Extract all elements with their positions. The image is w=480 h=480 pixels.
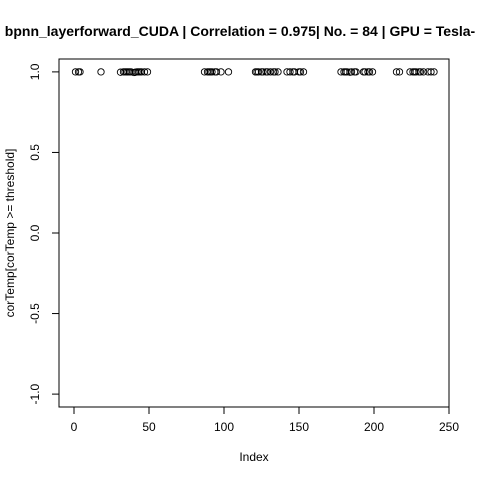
data-point xyxy=(361,68,369,76)
data-point xyxy=(347,68,356,76)
data-points xyxy=(71,68,438,77)
data-point xyxy=(419,68,428,76)
data-point xyxy=(271,68,279,76)
data-point xyxy=(430,68,438,76)
data-point xyxy=(299,68,308,76)
x-tick-label: 0 xyxy=(71,420,78,434)
data-point xyxy=(286,68,294,76)
data-point xyxy=(254,68,263,76)
data-point xyxy=(71,68,80,76)
x-tick-label: 150 xyxy=(289,420,309,434)
data-point xyxy=(97,68,105,76)
data-point xyxy=(143,68,152,76)
data-point xyxy=(76,68,84,76)
y-tick-label: -1.0 xyxy=(28,383,42,404)
data-point xyxy=(395,68,404,76)
x-tick-label: 50 xyxy=(142,420,156,434)
x-axis-label: Index xyxy=(239,450,268,464)
data-point xyxy=(274,68,282,76)
data-point xyxy=(392,68,401,76)
data-point xyxy=(217,68,225,76)
chart-title: bpnn_layerforward_CUDA | Correlation = 0… xyxy=(5,23,476,39)
data-point xyxy=(368,68,377,76)
data-point xyxy=(416,68,425,76)
data-point xyxy=(208,68,216,76)
data-point xyxy=(212,68,221,76)
data-point xyxy=(259,68,267,76)
data-point xyxy=(365,68,374,76)
x-tick-label: 250 xyxy=(439,420,459,434)
y-tick-label: 0.0 xyxy=(28,224,42,241)
data-point xyxy=(224,68,233,76)
y-axis: -1.0 -0.5 0.0 0.5 1.0 xyxy=(28,63,60,404)
data-point xyxy=(140,68,149,76)
data-point xyxy=(343,68,351,76)
data-point xyxy=(427,68,435,76)
x-tick-label: 100 xyxy=(214,420,234,434)
data-point xyxy=(352,68,360,76)
x-tick-label: 200 xyxy=(364,420,384,434)
y-tick-label: 1.0 xyxy=(28,63,42,80)
data-point xyxy=(266,68,275,76)
y-axis-label: corTemp[corTemp >= threshold] xyxy=(3,149,17,318)
data-point xyxy=(412,68,420,76)
x-axis: 0 50 100 150 200 250 xyxy=(71,406,459,434)
data-point xyxy=(296,68,305,76)
y-tick-label: -0.5 xyxy=(28,303,42,324)
y-tick-label: 0.5 xyxy=(28,144,42,161)
